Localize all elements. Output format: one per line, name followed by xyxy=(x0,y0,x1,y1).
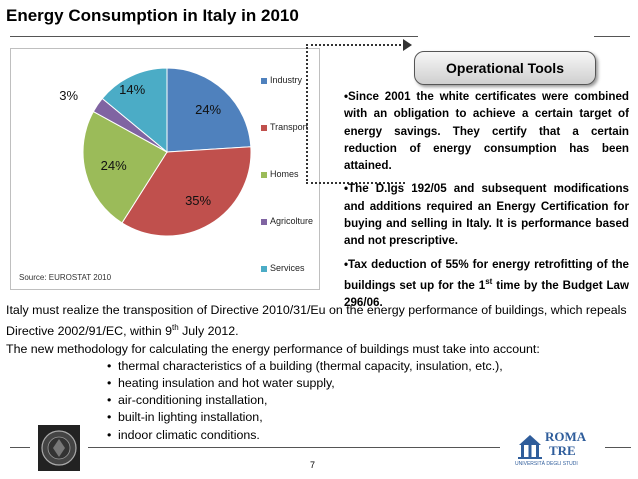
methodology-list: • thermal characteristics of a building (… xyxy=(6,358,632,444)
tool-bullet: •The D.lgs 192/05 and subsequent modific… xyxy=(344,182,629,248)
list-item: • indoor climatic conditions. xyxy=(6,427,632,444)
logo-tre-text: TRE xyxy=(549,443,576,458)
list-item-text: thermal characteristics of a building (t… xyxy=(118,358,503,373)
legend-label-industry: Industry xyxy=(270,75,303,85)
legend-swatch xyxy=(261,125,267,131)
operational-tools-heading: Operational Tools xyxy=(414,51,596,85)
slice-label-services: 14% xyxy=(119,81,146,97)
legend-label-transport: Transport xyxy=(270,122,309,132)
slice-label-transport: 35% xyxy=(185,193,212,209)
bullet-icon: • xyxy=(107,427,112,442)
tool-bullet-text: •Tax deduction of 55% for energy retrofi… xyxy=(344,257,629,292)
bullet-icon: • xyxy=(107,393,112,408)
university-seal-icon xyxy=(38,425,80,471)
methodology-paragraph: The new methodology for calculating the … xyxy=(6,341,540,356)
title-divider xyxy=(10,36,418,37)
pie-chart xyxy=(82,67,252,237)
pie-chart-panel: Source: EUROSTAT 2010 24% Industry 35% Tran… xyxy=(10,48,320,290)
list-item: • air-conditioning installation, xyxy=(6,392,632,409)
roma-tre-logo: ROMA TRE UNIVERSITÀ DEGLI STUDI xyxy=(515,429,587,467)
bullet-icon: • xyxy=(107,410,112,425)
list-item: • thermal characteristics of a building (… xyxy=(6,358,632,375)
legend-swatch xyxy=(261,219,267,225)
directive-text-end: July 2012. xyxy=(178,324,239,339)
list-item: • heating insulation and hot water supply… xyxy=(6,375,632,392)
directive-paragraph: Italy must realize the transposition of … xyxy=(6,302,632,341)
callout-connector xyxy=(306,44,405,184)
list-item-text: built-in lighting installation, xyxy=(118,410,263,425)
legend-label-agricolture: Agricolture xyxy=(270,216,314,226)
directive-text-start: Italy must realize the transposition of … xyxy=(6,303,627,339)
legend-label-homes: Homes xyxy=(270,169,299,179)
footer-divider-left xyxy=(10,447,30,448)
logo-subtitle: UNIVERSITÀ DEGLI STUDI xyxy=(515,460,578,467)
slice-label-agricolture: 3% xyxy=(59,87,79,103)
legend-swatch xyxy=(261,266,267,272)
legend-swatch xyxy=(261,78,267,84)
footer-divider-right xyxy=(605,447,631,448)
bullet-icon: • xyxy=(107,375,112,390)
tool-bullet: •Since 2001 the white certificates were … xyxy=(344,90,629,173)
slice-label-homes: 24% xyxy=(100,158,127,174)
title-divider-right xyxy=(594,36,630,37)
list-item-text: heating insulation and hot water supply, xyxy=(118,375,335,390)
callout-arrow-icon xyxy=(403,39,412,51)
bullet-icon: • xyxy=(107,358,112,373)
directive-sup: th xyxy=(171,323,179,333)
tool-bullet: •Tax deduction of 55% for energy retrofi… xyxy=(344,256,629,312)
chart-source: Source: EUROSTAT 2010 xyxy=(19,273,112,282)
legend-label-services: Services xyxy=(270,263,305,273)
page-number: 7 xyxy=(310,460,316,470)
list-item-text: indoor climatic conditions. xyxy=(118,427,260,442)
slice-label-industry: 24% xyxy=(195,102,222,118)
operational-tools-list: •Since 2001 the white certificates were … xyxy=(344,88,629,317)
list-item-text: air-conditioning installation, xyxy=(118,393,268,408)
pie-slice-homes xyxy=(82,110,168,224)
pie-slice-services xyxy=(101,67,168,154)
legend-swatch xyxy=(261,172,267,178)
pie-slice-industry xyxy=(166,67,252,153)
directive-text: Italy must realize the transposition of … xyxy=(6,302,632,444)
logo-roma-text: ROMA xyxy=(545,429,587,444)
list-item: • built-in lighting installation, xyxy=(6,409,632,426)
tool-bullet-text-end: time by the Budget Law 296/06. xyxy=(344,278,629,310)
pie-slice-transport xyxy=(121,146,252,237)
footer-divider xyxy=(88,447,500,448)
tool-bullet-sup: st xyxy=(485,276,493,286)
page-title: Energy Consumption in Italy in 2010 xyxy=(6,6,299,25)
